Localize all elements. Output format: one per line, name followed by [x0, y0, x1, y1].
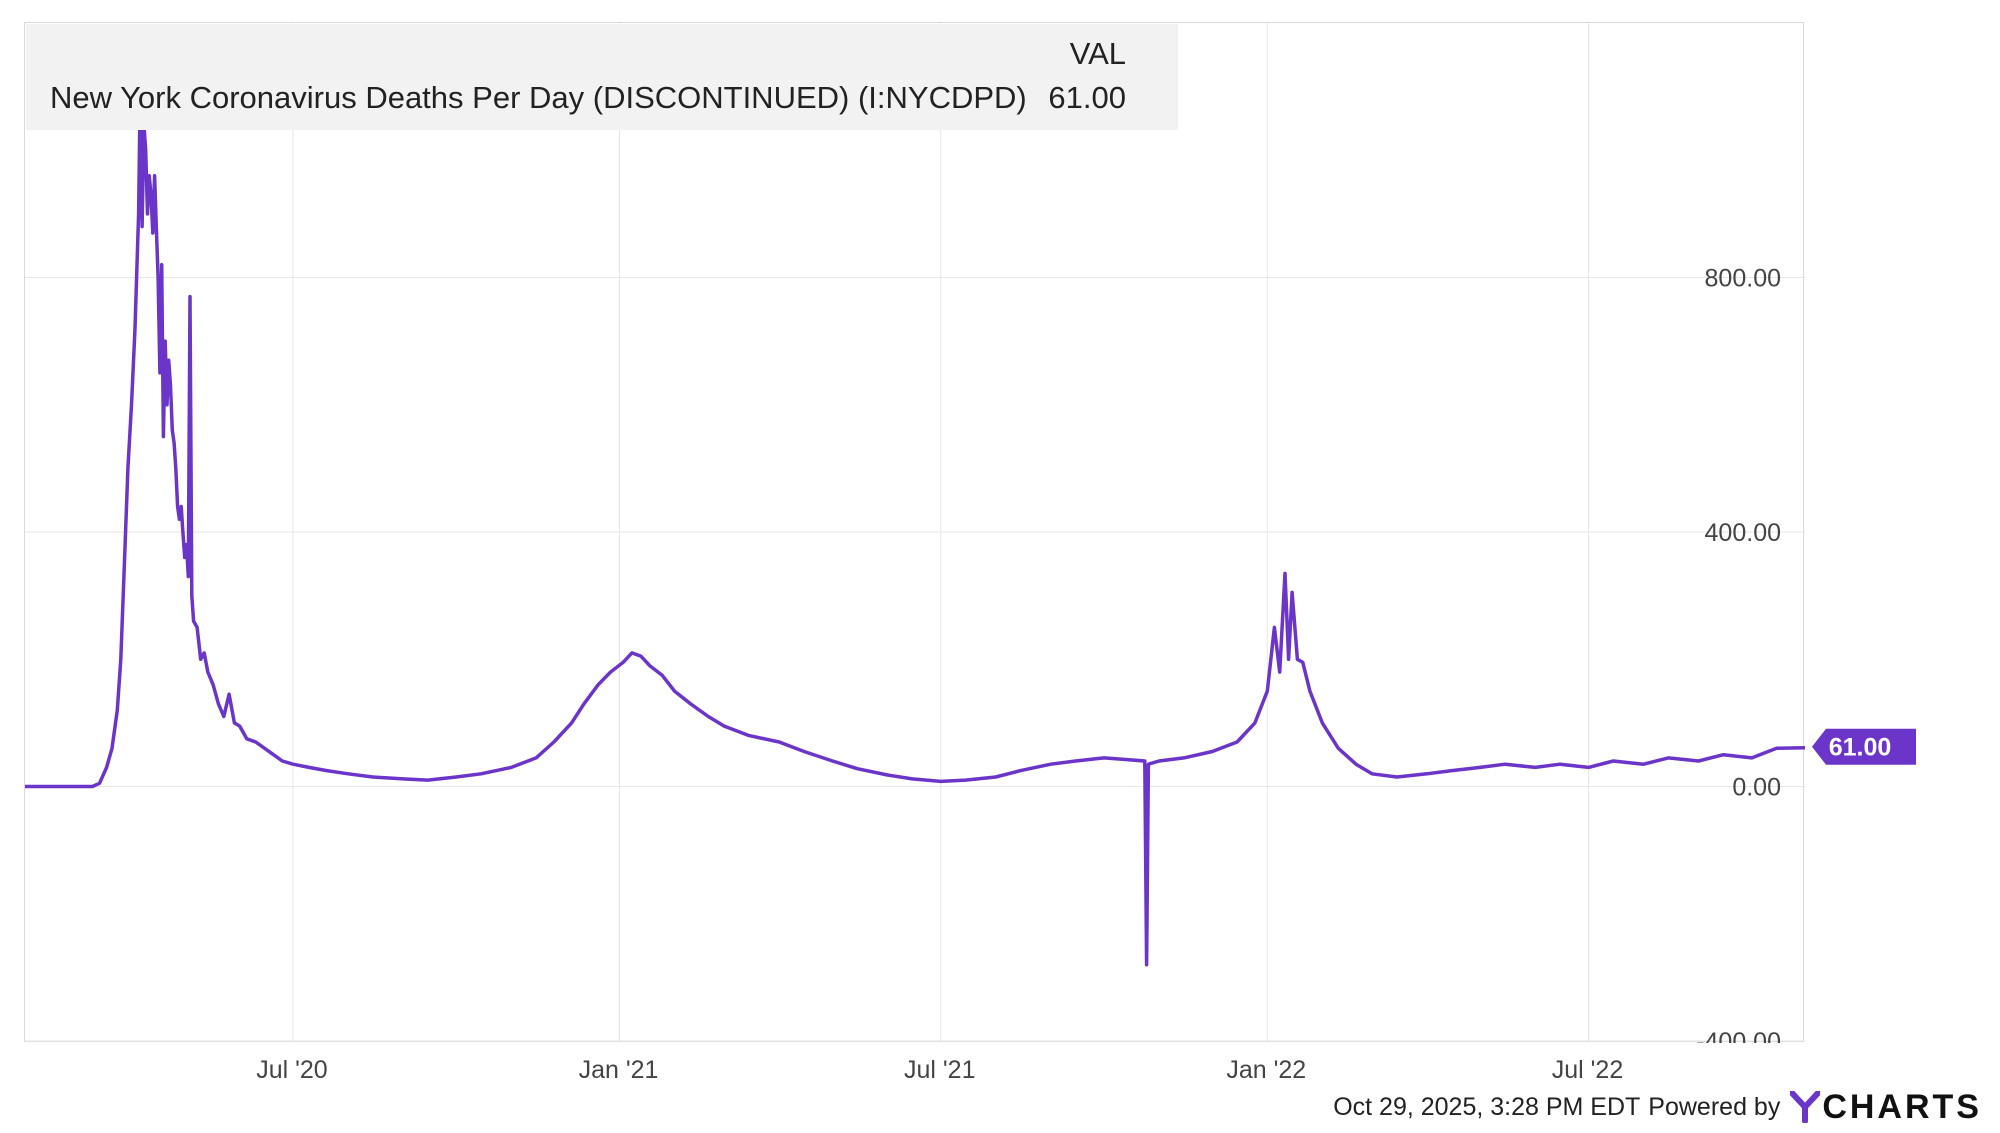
chart-area: 800.00 400.00 0.00 -400.00: [24, 22, 1805, 1043]
footer: Oct 29, 2025, 3:28 PM EDT Powered by CHA…: [1333, 1087, 1982, 1127]
x-tick-label: Jan '21: [579, 1056, 659, 1084]
footer-timestamp: Oct 29, 2025, 3:28 PM EDT: [1333, 1092, 1641, 1121]
chart-svg: 800.00 400.00 0.00 -400.00: [25, 23, 1805, 1043]
legend-column-header: VAL: [1069, 36, 1126, 71]
y-tick-label: 800.00: [1705, 265, 1781, 293]
badge-shape: [1812, 728, 1916, 765]
brand-wordmark: CHARTS: [1822, 1087, 1982, 1126]
footer-powered-by: Powered by: [1648, 1092, 1781, 1121]
y-tick-label: 400.00: [1705, 519, 1781, 547]
ycharts-logo[interactable]: CHARTS: [1790, 1088, 1982, 1127]
x-tick-label: Jul '20: [256, 1056, 327, 1084]
x-tick-label: Jul '22: [1552, 1056, 1623, 1084]
badge-label: 61.00: [1829, 734, 1892, 762]
legend-box: VAL New York Coronavirus Deaths Per Day …: [26, 24, 1178, 130]
y-tick-label: 0.00: [1732, 774, 1781, 802]
series-line: [25, 72, 1805, 967]
x-tick-label: Jan '22: [1226, 1056, 1306, 1084]
last-value-badge: 61.00: [1812, 728, 1916, 765]
legend-series-value: 61.00: [1048, 80, 1126, 115]
x-tick-label: Jul '21: [904, 1056, 975, 1084]
y-tick-label: -400.00: [1696, 1028, 1781, 1043]
ycharts-y-icon: [1790, 1091, 1821, 1123]
legend-series-name[interactable]: New York Coronavirus Deaths Per Day (DIS…: [50, 80, 1027, 115]
